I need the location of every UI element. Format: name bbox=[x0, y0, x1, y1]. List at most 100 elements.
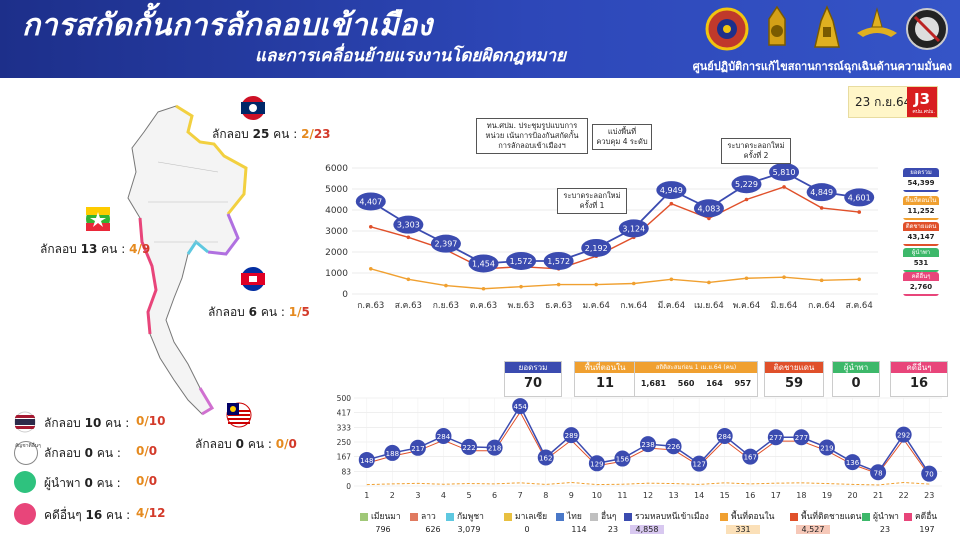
side-box-0: ยอดรวม 54,399 bbox=[903, 168, 939, 192]
series-line bbox=[370, 268, 860, 290]
x-tick-label: ธ.ค.63 bbox=[545, 301, 572, 311]
y-tick-label: 83 bbox=[341, 467, 351, 476]
total-point bbox=[618, 219, 649, 238]
x-tick-label: ส.ค.63 bbox=[395, 301, 422, 311]
total-point bbox=[665, 438, 682, 455]
total-point bbox=[581, 238, 612, 257]
total-data-label: 2,192 bbox=[585, 244, 608, 253]
header-banner: การสกัดกั้นการลักลอบเข้าเมือง และการเคลื… bbox=[0, 0, 960, 78]
total-point bbox=[355, 192, 386, 211]
total-point bbox=[921, 465, 938, 482]
legend-total: 3,079 bbox=[457, 525, 481, 534]
total-data-label: 277 bbox=[795, 434, 808, 442]
total-point bbox=[870, 464, 887, 481]
total-data-label: 238 bbox=[641, 441, 654, 449]
total-data-label: 217 bbox=[411, 445, 424, 453]
thai-flag-icon bbox=[14, 411, 36, 433]
legend-label: รวมหลบหนีเข้าเมือง bbox=[635, 512, 709, 522]
legend-thai: ลักลอบ 10 คน : 0/10 bbox=[14, 411, 194, 434]
series-point bbox=[594, 282, 599, 287]
total-point bbox=[793, 429, 810, 446]
bottom-legend-item: ลาว bbox=[410, 509, 436, 523]
legend-total: 796 bbox=[375, 525, 391, 534]
total-point bbox=[435, 428, 452, 445]
y-tick-label: 2000 bbox=[325, 248, 348, 258]
thailand-map bbox=[127, 104, 248, 416]
total-data-label: 4,601 bbox=[848, 193, 871, 202]
legend-swatch bbox=[410, 512, 418, 521]
series-point bbox=[406, 277, 411, 282]
y-tick-label: 1000 bbox=[325, 269, 348, 279]
legend-total: 0 bbox=[524, 525, 530, 534]
side-box-label: ติดชายแดน bbox=[905, 223, 937, 230]
total-data-label: 136 bbox=[846, 459, 860, 467]
legend-swatch bbox=[720, 512, 728, 521]
total-point bbox=[409, 439, 426, 456]
x-tick-label: 16 bbox=[745, 491, 755, 500]
total-point bbox=[767, 429, 784, 446]
x-tick-label: 1 bbox=[364, 491, 369, 500]
bottom-legend-item: เมียนมา bbox=[360, 509, 401, 523]
series-point bbox=[481, 286, 486, 291]
cambodia-count: ลักลอบ 6 คน : 1/5 bbox=[208, 305, 310, 319]
bottom-legend-item: ไทย bbox=[556, 509, 582, 523]
x-tick-label: 3 bbox=[415, 491, 420, 500]
x-tick-label: ส.ค.64 bbox=[846, 301, 873, 311]
total-data-label: 3,303 bbox=[397, 221, 420, 230]
bottom-legend-item: รวมหลบหนีเข้าเมือง bbox=[624, 509, 709, 523]
legend-total: 331 bbox=[726, 525, 760, 534]
y-tick-label: 0 bbox=[342, 290, 348, 300]
total-point bbox=[640, 436, 656, 453]
emblem-group bbox=[705, 5, 955, 55]
card-cumulative: สถิติสะสมก่อน 1 เม.ย.64 (คน) 1,681 560 164… bbox=[634, 361, 758, 397]
side-box-value: 531 bbox=[903, 257, 939, 270]
total-data-label: 284 bbox=[718, 433, 732, 441]
x-tick-label: 9 bbox=[569, 491, 574, 500]
total-point bbox=[691, 455, 708, 472]
total-point bbox=[506, 251, 537, 270]
x-tick-label: ก.ค.64 bbox=[808, 301, 835, 311]
legend-total: 114 bbox=[571, 525, 587, 534]
x-tick-label: มี.ค.64 bbox=[658, 300, 686, 311]
x-tick-label: 18 bbox=[796, 491, 806, 500]
x-tick-label: 4 bbox=[441, 491, 446, 500]
x-tick-label: 2 bbox=[390, 491, 395, 500]
card-inland: พื้นที่ตอนใน 11 bbox=[574, 361, 636, 397]
x-tick-label: 19 bbox=[822, 491, 832, 500]
y-tick-label: 500 bbox=[337, 394, 352, 403]
series-point bbox=[556, 282, 561, 287]
legend-swatch bbox=[360, 512, 368, 521]
total-data-label: 284 bbox=[437, 433, 451, 441]
y-tick-label: 6000 bbox=[325, 164, 348, 174]
total-data-label: 129 bbox=[590, 460, 603, 468]
legend-label: มาเลเซีย bbox=[515, 512, 548, 522]
x-tick-label: 11 bbox=[617, 491, 627, 500]
legend-swatch bbox=[556, 512, 564, 521]
x-tick-label: 23 bbox=[924, 491, 934, 500]
total-data-label: 70 bbox=[925, 471, 934, 479]
total-data-label: 277 bbox=[769, 434, 782, 442]
total-point bbox=[614, 450, 631, 467]
legend-swatch bbox=[904, 512, 912, 521]
total-data-label: 218 bbox=[488, 445, 501, 453]
series-point bbox=[669, 277, 674, 282]
legend-label: กัมพูชา bbox=[457, 512, 484, 522]
x-tick-label: 12 bbox=[643, 491, 653, 500]
total-data-label: 226 bbox=[667, 443, 681, 451]
total-data-label: 127 bbox=[692, 461, 705, 469]
x-tick-label: 10 bbox=[592, 491, 602, 500]
total-data-label: 4,083 bbox=[697, 204, 720, 213]
total-data-label: 156 bbox=[616, 456, 630, 464]
y-tick-label: 167 bbox=[337, 453, 352, 462]
bottom-legend-item: คดีอื่น bbox=[904, 509, 937, 523]
bottom-legend-item: กัมพูชา bbox=[446, 509, 484, 523]
series-point bbox=[669, 201, 674, 206]
total-data-label: 222 bbox=[462, 444, 475, 452]
x-tick-label: 13 bbox=[668, 491, 678, 500]
org-name: ศูนย์ปฏิบัติการแก้ไขสถานการณ์ฉุกเฉินด้าน… bbox=[692, 60, 952, 73]
side-box-label: พื้นที่ตอนใน bbox=[905, 197, 937, 204]
legend-label: เมียนมา bbox=[371, 512, 401, 522]
total-data-label: 219 bbox=[820, 444, 833, 452]
x-tick-label: 14 bbox=[694, 491, 704, 500]
emblem-4-icon bbox=[857, 7, 897, 37]
